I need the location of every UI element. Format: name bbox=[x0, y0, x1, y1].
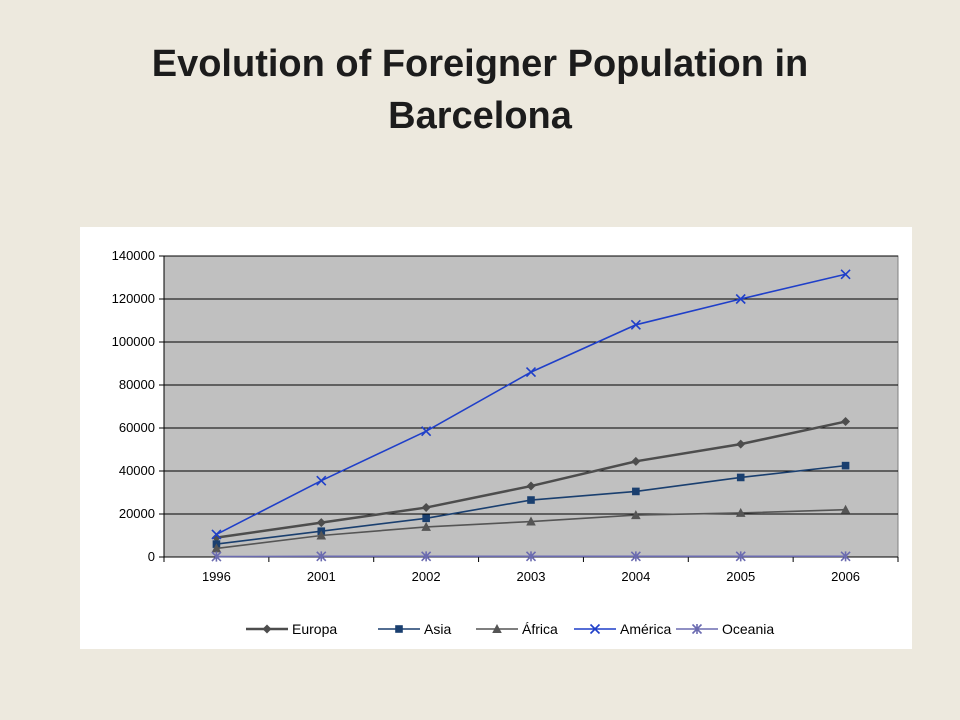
legend-label: África bbox=[522, 621, 558, 637]
data-point bbox=[316, 551, 327, 562]
legend-item: Asia bbox=[378, 621, 451, 637]
data-point bbox=[525, 367, 537, 378]
data-point bbox=[630, 551, 641, 562]
data-point bbox=[492, 624, 502, 633]
data-point bbox=[211, 551, 222, 562]
legend-label: América bbox=[620, 621, 672, 637]
legend-label: Europa bbox=[292, 621, 337, 637]
data-point bbox=[211, 533, 221, 543]
data-point bbox=[632, 487, 640, 496]
data-point bbox=[211, 543, 222, 553]
data-point bbox=[211, 529, 222, 540]
data-point bbox=[525, 551, 537, 562]
chart-panel: 0 20000 40000 60000 80000 100000 120000 140000 1… bbox=[80, 227, 912, 649]
title-line-1: Evolution of Foreigner Population in bbox=[151, 43, 809, 85]
data-point bbox=[840, 504, 851, 514]
page-title: Evolution of Foreigner Population in Bar… bbox=[0, 38, 960, 142]
data-point bbox=[631, 510, 641, 520]
data-point bbox=[841, 417, 851, 427]
series-américa bbox=[211, 269, 851, 540]
series-oceania bbox=[211, 551, 851, 562]
data-point bbox=[735, 507, 746, 517]
data-point bbox=[395, 625, 403, 633]
data-point bbox=[589, 623, 601, 635]
data-point bbox=[736, 439, 746, 449]
legend-item: América bbox=[574, 621, 672, 637]
data-point bbox=[736, 473, 745, 482]
data-point bbox=[735, 551, 746, 562]
y-tick-label: 60000 bbox=[119, 420, 155, 435]
data-point bbox=[316, 530, 327, 540]
data-point bbox=[421, 503, 431, 513]
data-point bbox=[316, 518, 326, 528]
x-tick-label: 2002 bbox=[412, 569, 441, 584]
series-group bbox=[211, 269, 851, 562]
data-point bbox=[840, 551, 851, 562]
data-point bbox=[527, 496, 535, 504]
legend-label: Oceania bbox=[722, 621, 774, 637]
data-point bbox=[631, 456, 641, 466]
y-tick-label: 40000 bbox=[119, 463, 155, 478]
axes: 0 20000 40000 60000 80000 100000 120000 140000 1… bbox=[112, 248, 899, 584]
plot-area bbox=[163, 255, 899, 558]
data-point bbox=[841, 461, 850, 470]
x-tick-label: 2001 bbox=[307, 569, 336, 584]
legend-item: Europa bbox=[246, 621, 337, 637]
y-tick-label: 0 bbox=[148, 549, 155, 564]
y-tick-label: 100000 bbox=[112, 334, 155, 349]
data-point bbox=[421, 521, 431, 531]
legend-item: Oceania bbox=[676, 621, 774, 637]
data-point bbox=[422, 514, 430, 523]
series-áfrica bbox=[211, 504, 851, 553]
data-point bbox=[735, 293, 746, 305]
legend: Europa Asia África América Oceania bbox=[246, 621, 774, 637]
title-line-2: Barcelona bbox=[388, 95, 572, 137]
legend-item: África bbox=[476, 621, 558, 637]
data-point bbox=[316, 475, 327, 486]
legend-label: Asia bbox=[424, 621, 451, 637]
x-tick-label: 2004 bbox=[621, 569, 650, 584]
data-point bbox=[421, 426, 432, 437]
data-point bbox=[630, 319, 641, 330]
x-tick-label: 2003 bbox=[517, 569, 546, 584]
data-point bbox=[262, 624, 272, 634]
y-tick-label: 120000 bbox=[112, 291, 155, 306]
data-point bbox=[840, 269, 851, 280]
data-point bbox=[526, 481, 536, 491]
y-tick-label: 80000 bbox=[119, 377, 155, 392]
x-tick-label: 2006 bbox=[831, 569, 860, 584]
y-tick-label: 20000 bbox=[119, 506, 155, 521]
x-tick-label: 2005 bbox=[726, 569, 755, 584]
plot-background bbox=[163, 255, 899, 558]
data-point bbox=[421, 551, 432, 562]
data-point bbox=[526, 516, 536, 526]
series-europa bbox=[211, 417, 851, 543]
y-tick-label: 140000 bbox=[112, 248, 155, 263]
line-chart: 0 20000 40000 60000 80000 100000 120000 140000 1… bbox=[112, 248, 899, 637]
data-point bbox=[691, 623, 703, 635]
x-tick-label: 1996 bbox=[202, 569, 231, 584]
